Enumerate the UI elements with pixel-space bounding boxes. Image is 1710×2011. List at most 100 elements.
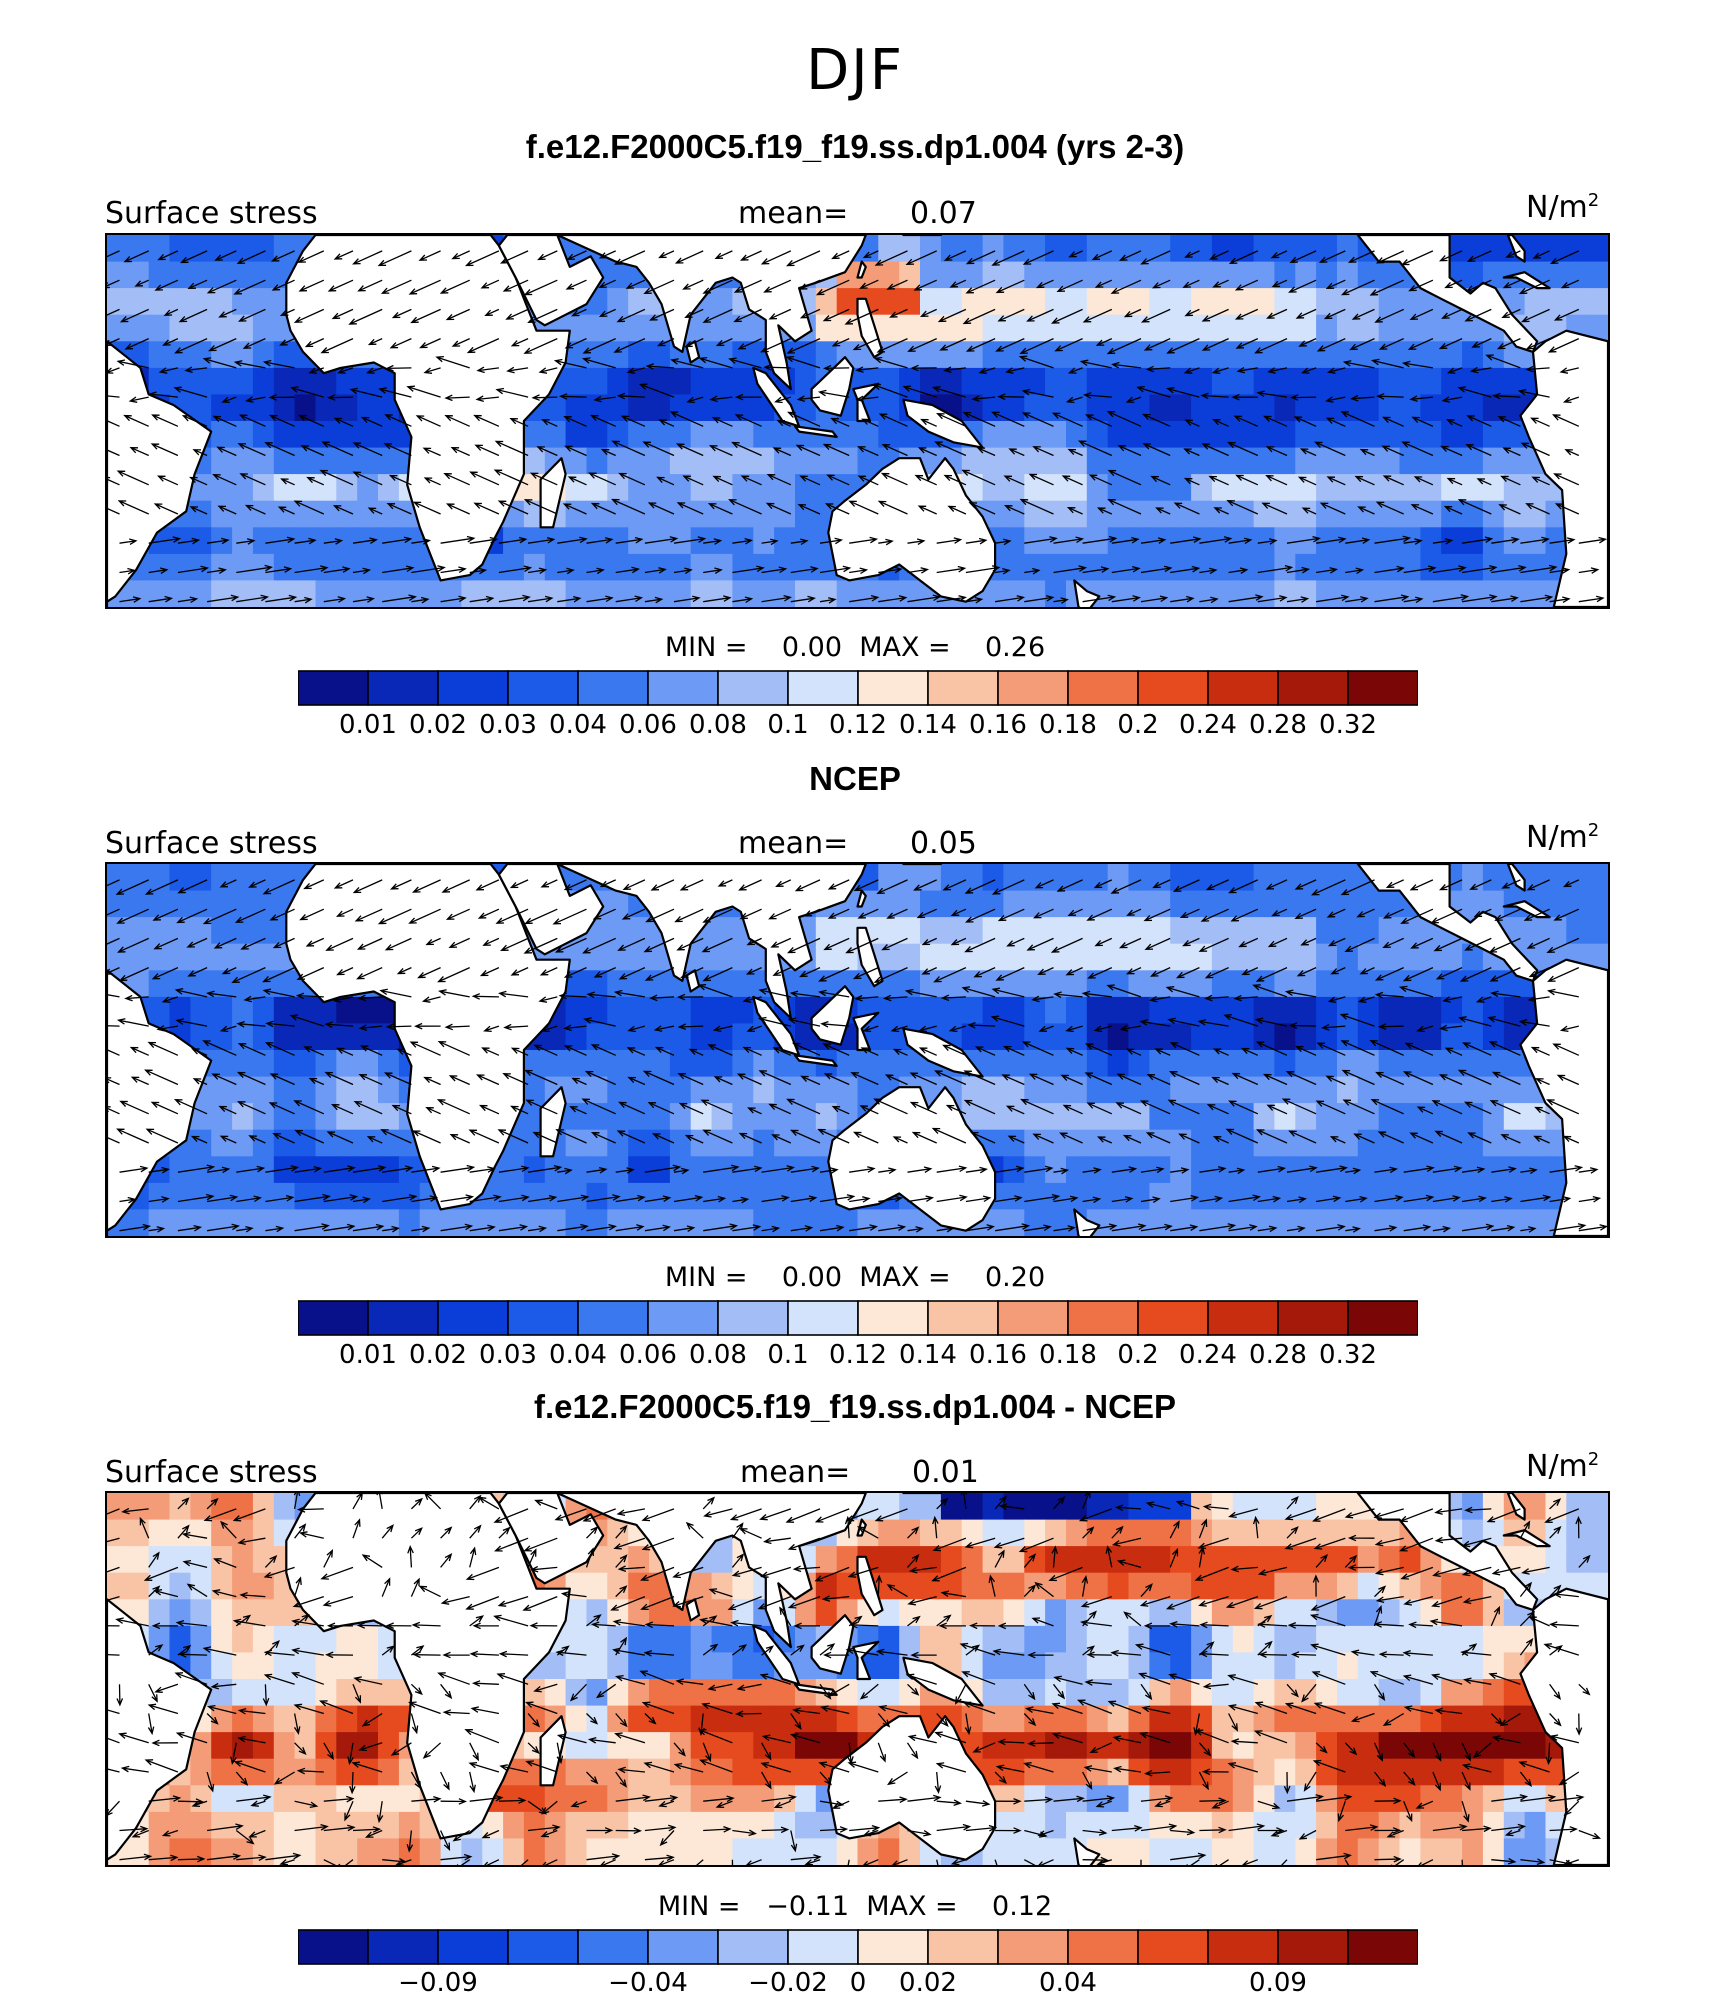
vector-arrow <box>859 1683 879 1700</box>
vector-arrow <box>1293 416 1317 427</box>
vector-arrow <box>964 879 996 894</box>
vector-arrow <box>937 308 967 323</box>
vector-arrow <box>1111 595 1141 603</box>
vector-arrow <box>907 1615 921 1627</box>
vector-arrow <box>907 1226 924 1233</box>
vector-arrow <box>1023 1713 1037 1727</box>
vector-arrow <box>1093 879 1113 889</box>
vector-arrow <box>1578 595 1605 603</box>
vector-arrow <box>525 1099 558 1115</box>
vector-arrow <box>219 1135 237 1144</box>
vector-arrow <box>265 536 296 544</box>
vector-arrow <box>1350 394 1375 402</box>
vector-arrow <box>1235 474 1259 486</box>
vector-arrow <box>819 1194 856 1203</box>
vector-arrow <box>936 1165 968 1173</box>
vector-arrow <box>1166 387 1200 398</box>
vector-arrow <box>593 395 616 403</box>
vector-arrow <box>761 1826 790 1834</box>
vector-arrow <box>367 507 383 515</box>
vector-arrow <box>144 879 179 895</box>
vector-arrow <box>107 420 120 427</box>
vector-arrow <box>148 1196 170 1203</box>
vector-arrow <box>335 1047 354 1056</box>
vector-arrow <box>1472 1742 1492 1759</box>
vector-arrow <box>994 1495 1008 1510</box>
vector-arrow <box>907 1829 932 1837</box>
vector-arrow <box>119 1100 149 1115</box>
vector-arrow <box>1257 1566 1288 1576</box>
vector-arrow <box>203 1508 237 1522</box>
vector-arrow <box>527 1713 540 1728</box>
panel-3-mean-label: mean= <box>740 1455 851 1490</box>
vector-arrow <box>653 1025 675 1032</box>
panel-3-variable-label: Surface stress <box>105 1455 318 1490</box>
vector-arrow <box>236 1195 262 1203</box>
vector-arrow <box>793 1622 820 1630</box>
vector-arrow <box>1374 1194 1404 1203</box>
vector-arrow <box>1026 937 1054 951</box>
vector-arrow <box>121 1507 149 1515</box>
vector-arrow <box>542 1859 558 1865</box>
vector-arrow <box>797 504 821 515</box>
vector-arrow <box>352 1518 361 1539</box>
vector-arrow <box>1408 1621 1433 1629</box>
colorbar-swatch <box>577 1929 649 1965</box>
vector-arrow <box>1212 1136 1229 1144</box>
vector-arrow <box>645 908 675 923</box>
vector-arrow <box>1053 1795 1085 1803</box>
vector-arrow <box>326 1622 354 1630</box>
vector-arrow <box>1375 501 1404 515</box>
vector-arrow <box>790 1225 814 1232</box>
vector-arrow <box>236 594 270 603</box>
vector-arrow <box>1491 536 1520 544</box>
coastline-cuba <box>1502 1529 1551 1548</box>
vector-arrow <box>771 1134 792 1144</box>
vector-arrow <box>475 395 499 403</box>
vector-arrow <box>1403 1194 1435 1203</box>
vector-arrow <box>448 937 470 948</box>
vector-arrow <box>1200 908 1229 922</box>
vector-arrow <box>1549 567 1571 574</box>
vector-arrow <box>919 308 937 317</box>
vector-arrow <box>1062 1104 1083 1115</box>
vector-arrow <box>917 505 937 515</box>
colorbar-swatch <box>1277 670 1349 706</box>
vector-arrow <box>1262 415 1288 427</box>
vector-arrow <box>381 1645 395 1656</box>
vector-arrow <box>677 1073 704 1086</box>
vector-arrow <box>848 500 879 515</box>
vector-arrow <box>943 250 967 261</box>
vector-arrow <box>410 1577 420 1597</box>
vector-arrow <box>1266 1104 1288 1115</box>
vector-arrow <box>161 996 179 1003</box>
vector-arrow <box>1183 448 1200 457</box>
vector-arrow <box>1021 412 1054 427</box>
vector-arrow <box>972 1742 996 1753</box>
vector-arrow <box>1301 367 1317 374</box>
vector-arrow <box>1257 1225 1278 1233</box>
vector-arrow <box>1231 393 1258 401</box>
vector-arrow <box>415 415 441 427</box>
vector-arrow <box>881 444 908 457</box>
vector-arrow <box>1023 1683 1036 1701</box>
vector-arrow <box>1286 1495 1299 1510</box>
vector-arrow <box>537 250 558 261</box>
vector-arrow <box>123 414 149 427</box>
vector-arrow <box>1553 473 1580 486</box>
vector-arrow <box>538 996 558 1003</box>
vector-arrow <box>1021 1041 1054 1056</box>
vector-arrow <box>293 1703 324 1715</box>
vector-arrow <box>1467 1132 1492 1144</box>
vector-arrow <box>647 1102 675 1115</box>
vector-arrow <box>615 1713 628 1728</box>
vector-arrow <box>556 1733 587 1744</box>
vector-arrow <box>717 879 733 887</box>
vector-arrow <box>961 469 996 486</box>
vector-arrow <box>1168 1673 1200 1685</box>
vector-arrow <box>1461 1763 1492 1773</box>
vector-arrow <box>232 1508 266 1522</box>
vector-arrow <box>676 502 704 515</box>
vector-arrow <box>1575 1713 1583 1736</box>
vector-arrow <box>395 1859 412 1865</box>
